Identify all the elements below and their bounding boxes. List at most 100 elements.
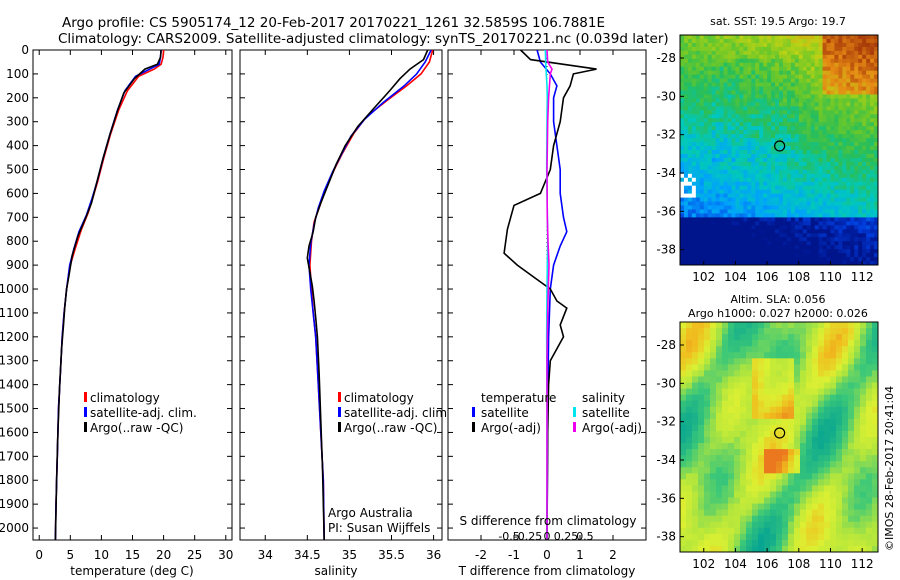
map-cell <box>874 106 879 111</box>
map-cell <box>680 70 685 76</box>
map-cell <box>786 110 792 115</box>
map-cell <box>699 46 705 52</box>
map-cell <box>812 388 819 396</box>
map-cell <box>842 134 847 139</box>
map-cell <box>703 42 709 48</box>
map-cell <box>842 443 849 450</box>
map-cell <box>775 78 780 83</box>
map-cell <box>735 138 740 143</box>
map-cell <box>686 539 693 547</box>
map-cell <box>779 161 784 167</box>
map-cell <box>704 370 711 377</box>
map-cell <box>767 241 772 246</box>
map-cell <box>800 418 807 426</box>
map-cell <box>711 102 717 107</box>
map-cell <box>842 245 847 250</box>
map-cell <box>806 249 812 254</box>
map-cell <box>846 185 851 191</box>
map-cell <box>703 161 709 167</box>
map-cell <box>735 153 740 159</box>
map-cell <box>798 118 804 123</box>
map-cell <box>866 237 871 242</box>
map-cell <box>846 114 851 119</box>
map-cell <box>846 138 851 143</box>
map-cell <box>770 479 777 486</box>
map-cell <box>854 503 861 511</box>
map-cell <box>818 134 823 139</box>
map-cell <box>842 352 849 359</box>
legend-label-argo: Argo(..raw -QC) <box>90 421 183 435</box>
map-cell <box>767 126 772 131</box>
map-cell <box>858 78 863 83</box>
map-cell <box>687 70 693 76</box>
map-cell <box>782 509 789 517</box>
map-cell <box>711 217 717 222</box>
map-cell <box>698 424 705 432</box>
map-cell <box>802 245 808 250</box>
map-cell <box>872 461 879 468</box>
map-cell <box>874 66 879 72</box>
map-cell <box>727 161 732 167</box>
map-cell <box>764 346 771 353</box>
map-cell <box>727 114 732 119</box>
map-cell <box>727 261 732 266</box>
map-cell <box>842 122 847 127</box>
map-cell <box>722 521 729 529</box>
map-cell <box>848 400 855 408</box>
map-cell <box>779 122 784 127</box>
map-cell <box>703 66 709 72</box>
map-cell <box>758 382 765 389</box>
map-cell <box>782 485 789 492</box>
map-cell <box>794 443 801 450</box>
map-cell <box>786 213 792 218</box>
map-cell <box>806 157 812 163</box>
map-cell <box>734 509 741 517</box>
map-cell <box>723 225 728 230</box>
map-cell <box>822 177 827 183</box>
map-cell <box>826 82 831 87</box>
map-cell <box>752 418 759 426</box>
map-cell <box>743 241 748 246</box>
map-cell <box>715 237 720 242</box>
map-cell <box>719 54 724 60</box>
map-cell <box>830 225 835 230</box>
map-cell <box>722 340 729 347</box>
map-cell <box>764 455 771 462</box>
map-cell <box>763 130 768 135</box>
map-cell <box>834 233 839 238</box>
map-cell <box>860 509 867 517</box>
map-cell <box>818 46 823 52</box>
map-cell <box>728 449 735 456</box>
map-cell <box>800 352 807 359</box>
map-cell <box>751 153 756 159</box>
map-cell <box>740 545 747 553</box>
map-cell <box>776 406 783 414</box>
map-cell <box>687 241 693 246</box>
map-cell <box>814 90 819 95</box>
map-cell <box>743 82 748 87</box>
map-cell <box>691 78 697 83</box>
map-cell <box>680 430 687 438</box>
map-cell <box>691 185 697 191</box>
map-cell <box>830 102 835 107</box>
map-cell <box>826 189 831 195</box>
map-cell <box>874 122 879 127</box>
map-cell <box>770 539 777 547</box>
map-cell <box>834 134 839 139</box>
map-cell <box>846 221 851 226</box>
map-cell <box>770 376 777 383</box>
map-cell <box>842 193 847 198</box>
map-cell <box>735 98 740 103</box>
map-cell <box>695 146 701 151</box>
map-cell <box>834 249 839 254</box>
map-cell <box>728 322 735 329</box>
map-cell <box>739 197 744 202</box>
map-cell <box>728 394 735 402</box>
map-cell <box>806 503 813 511</box>
map-cell <box>870 177 875 183</box>
y-tick-label: 1700 <box>0 449 29 463</box>
map-cell <box>731 253 736 258</box>
map-cell <box>743 54 748 60</box>
map-cell <box>870 181 875 187</box>
map-cell <box>866 98 871 103</box>
